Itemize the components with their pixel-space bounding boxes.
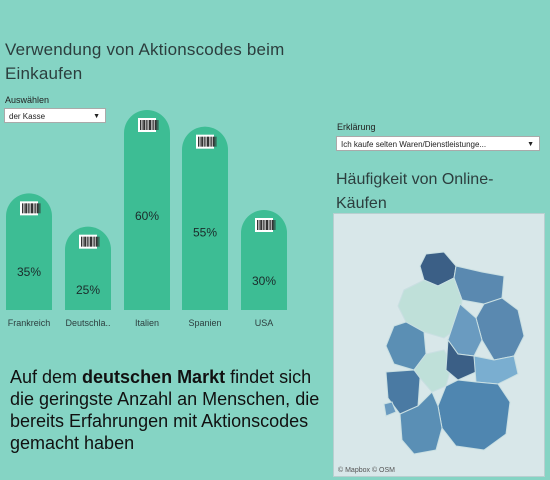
region-bayern — [437, 379, 511, 451]
region-brandenburg — [475, 297, 525, 361]
chart-title: Verwendung von Aktionscodes beim Einkauf… — [5, 40, 285, 83]
barcode-icon — [255, 218, 276, 232]
germany-map-shapes — [383, 251, 525, 455]
filter-label: Auswählen — [5, 95, 50, 105]
dropdown-arrow-icon: ▼ — [527, 141, 534, 148]
value-label: 55% — [193, 226, 217, 240]
region-baden-wuerttemberg — [399, 391, 443, 455]
category-label: Deutschla.. — [65, 318, 110, 328]
region-saarland — [383, 401, 397, 417]
barcode-icon — [79, 234, 100, 249]
category-label: Italien — [135, 318, 159, 328]
filter-select[interactable]: der Kasse ▼ — [4, 108, 106, 123]
bar — [241, 210, 287, 310]
filter-select-value: der Kasse — [9, 112, 46, 121]
dropdown-arrow-icon: ▼ — [93, 113, 100, 120]
barcode-icon — [196, 134, 217, 149]
bar — [124, 110, 170, 310]
caption: Auf dem deutschen Markt findet sich die … — [10, 366, 320, 454]
legend-label: Erklärung — [337, 122, 376, 132]
caption-bold: deutschen Markt — [82, 367, 226, 387]
category-label: Frankreich — [8, 318, 51, 328]
value-label: 35% — [17, 265, 41, 279]
value-label: 30% — [252, 274, 276, 288]
barcode-icon — [138, 118, 159, 132]
bar — [65, 226, 111, 310]
bar — [182, 126, 228, 310]
map-attribution: © Mapbox © OSM — [338, 467, 395, 474]
category-label: Spanien — [188, 318, 221, 328]
germany-map[interactable]: © Mapbox © OSM — [333, 213, 545, 477]
caption-after: findet sich die geringste Anzahl an Mens… — [10, 367, 320, 453]
map-title: Häufigkeit von Online-Käufen — [336, 171, 494, 212]
bar — [6, 193, 52, 310]
value-label: 25% — [76, 283, 100, 297]
caption-before: Auf dem — [10, 367, 83, 387]
bar-chart: 35% Frankreich 25% Deutschla.. 60% Italien 55%… — [6, 110, 287, 328]
barcode-icon — [20, 201, 41, 216]
region-sachsen — [473, 355, 519, 385]
legend-select[interactable]: Ich kaufe selten Waren/Dienstleistunge..… — [336, 136, 540, 151]
value-label: 60% — [135, 209, 159, 223]
category-label: USA — [255, 318, 274, 328]
legend-select-value: Ich kaufe selten Waren/Dienstleistunge..… — [341, 140, 487, 149]
